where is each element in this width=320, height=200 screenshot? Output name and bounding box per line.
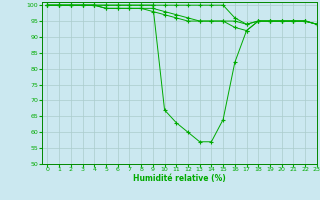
X-axis label: Humidité relative (%): Humidité relative (%) <box>133 174 226 183</box>
